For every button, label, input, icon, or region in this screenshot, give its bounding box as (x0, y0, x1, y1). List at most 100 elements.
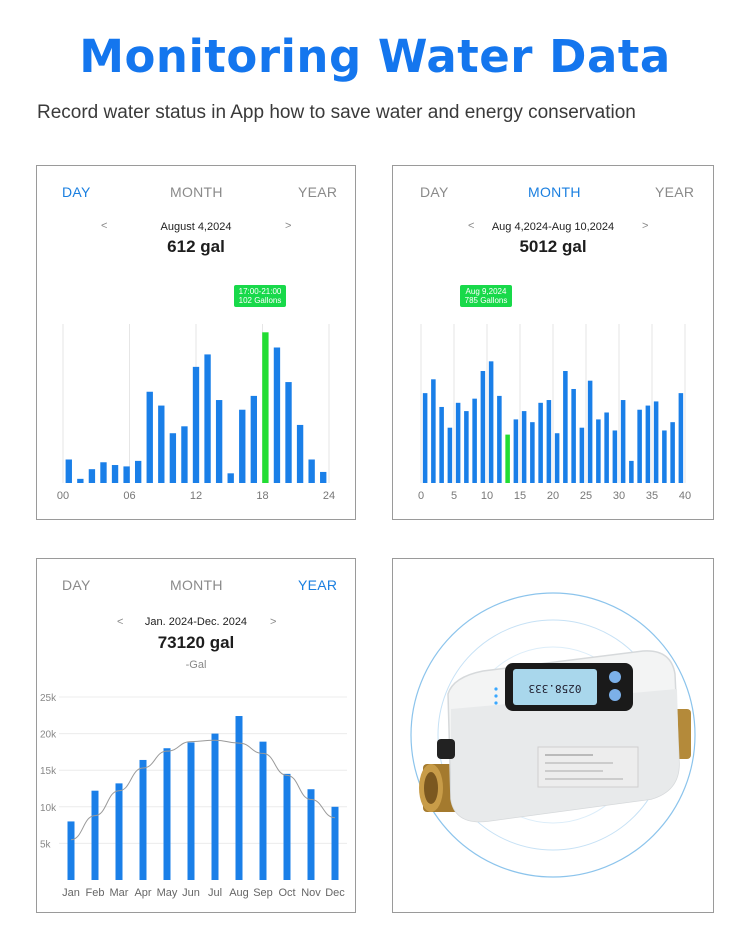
x-tick-label: 06 (123, 490, 135, 502)
bar (546, 400, 552, 483)
x-tick-label: May (157, 887, 178, 899)
year-usage-panel: DAY MONTH YEAR < > Jan. 2024-Dec. 2024 7… (36, 558, 356, 913)
total-usage: 73120 gal (157, 633, 235, 652)
tab-month[interactable]: MONTH (170, 184, 223, 200)
x-tick-label: Jan (62, 887, 80, 899)
bar (169, 433, 177, 483)
tab-year[interactable]: YEAR (655, 184, 695, 200)
bar (563, 371, 568, 483)
bar (653, 401, 659, 483)
bar (77, 478, 84, 483)
unit-label: -Gal (185, 659, 207, 671)
meter-button-top (609, 671, 621, 683)
tooltip-value: 102 Gallons (238, 296, 282, 305)
next-period-button[interactable]: > (270, 616, 277, 628)
month-usage-chart: 0 5 10 15 20 25 30 35 40 (418, 324, 691, 502)
x-tick-label: 00 (57, 490, 69, 502)
bar (296, 424, 304, 483)
bar (187, 742, 195, 880)
x-tick-label: 40 (679, 490, 691, 502)
x-tick-label: Jun (182, 887, 200, 899)
bar (472, 398, 477, 483)
bar (497, 395, 502, 483)
bar (115, 783, 123, 880)
bar (587, 380, 593, 483)
bar (250, 395, 258, 483)
x-tick-label: Apr (134, 887, 151, 899)
tab-year[interactable]: YEAR (298, 577, 338, 593)
bar (285, 382, 292, 483)
status-led-3 (494, 701, 498, 705)
x-tick-label: 24 (323, 490, 335, 502)
x-tick-label: Nov (301, 887, 321, 899)
trend-line (70, 739, 336, 841)
bar (521, 411, 527, 483)
x-tick-label: Mar (110, 887, 129, 899)
lcd-screen (513, 669, 597, 705)
tab-month[interactable]: MONTH (170, 577, 223, 593)
bar (645, 405, 651, 483)
tab-year[interactable]: YEAR (298, 184, 338, 200)
page-title: Monitoring Water Data (79, 30, 671, 83)
highlighted-bar (262, 332, 269, 483)
x-tick-label: 18 (256, 490, 268, 502)
x-tick-label: 15 (514, 490, 526, 502)
prev-period-button[interactable]: < (468, 220, 475, 232)
x-tick-label: 5 (451, 490, 457, 502)
bar (283, 773, 291, 880)
bar (331, 806, 339, 880)
bar (447, 427, 453, 483)
prev-period-button[interactable]: < (117, 616, 124, 628)
bar (530, 422, 535, 483)
next-period-button[interactable]: > (285, 220, 292, 232)
bar (259, 741, 267, 880)
bar (604, 412, 609, 483)
ring-outer (410, 592, 696, 878)
x-tick-label: 10 (481, 490, 493, 502)
x-tick-label: 30 (613, 490, 625, 502)
prev-period-button[interactable]: < (101, 220, 108, 232)
day-usage-chart: 00 06 12 18 24 (57, 324, 335, 502)
brass-bore (424, 772, 438, 804)
bar (215, 400, 223, 483)
bar (678, 393, 684, 483)
tab-day[interactable]: DAY (62, 577, 91, 593)
x-tick-label: Aug (229, 887, 249, 899)
bar (579, 427, 585, 483)
bar (662, 430, 667, 483)
bar (192, 366, 200, 483)
y-tick-label: 15k (40, 766, 57, 777)
period-label: Aug 4,2024-Aug 10,2024 (491, 221, 615, 233)
bar (163, 748, 171, 880)
bar (88, 469, 96, 483)
x-tick-label: 25 (580, 490, 592, 502)
bar (273, 347, 281, 483)
y-tick-label: 5k (40, 839, 52, 850)
tab-day[interactable]: DAY (62, 184, 91, 200)
y-tick-label: 25k (40, 693, 57, 704)
x-tick-label: 20 (547, 490, 559, 502)
bar (158, 405, 165, 483)
bar (307, 789, 315, 880)
tab-month[interactable]: MONTH (528, 184, 581, 200)
status-led-1 (494, 687, 498, 691)
x-tick-label: 12 (190, 490, 202, 502)
tooltip-time: 17:00-21:00 (238, 287, 282, 296)
period-label: August 4,2024 (160, 221, 232, 233)
bar (91, 790, 99, 880)
bar (620, 400, 626, 483)
period-label: Jan. 2024-Dec. 2024 (144, 616, 248, 628)
tooltip-value: 785 Gallons (464, 296, 508, 305)
bar (538, 402, 543, 483)
month-usage-panel: DAY MONTH YEAR < > Aug 4,2024-Aug 10,202… (392, 165, 714, 520)
next-period-button[interactable]: > (642, 220, 649, 232)
tab-day[interactable]: DAY (420, 184, 449, 200)
bar (308, 459, 315, 483)
total-usage: 5012 gal (519, 237, 587, 256)
meter-button-bottom (609, 689, 621, 701)
bar (146, 391, 153, 483)
bar-tooltip: 17:00-21:00 102 Gallons (234, 285, 286, 307)
x-tick-label: Feb (86, 887, 105, 899)
highlighted-bar (505, 434, 510, 483)
year-usage-chart: 5k 10k 15k 20k 25k Jan Feb Mar Apr May Jun Jul Aug Se… (40, 693, 347, 899)
